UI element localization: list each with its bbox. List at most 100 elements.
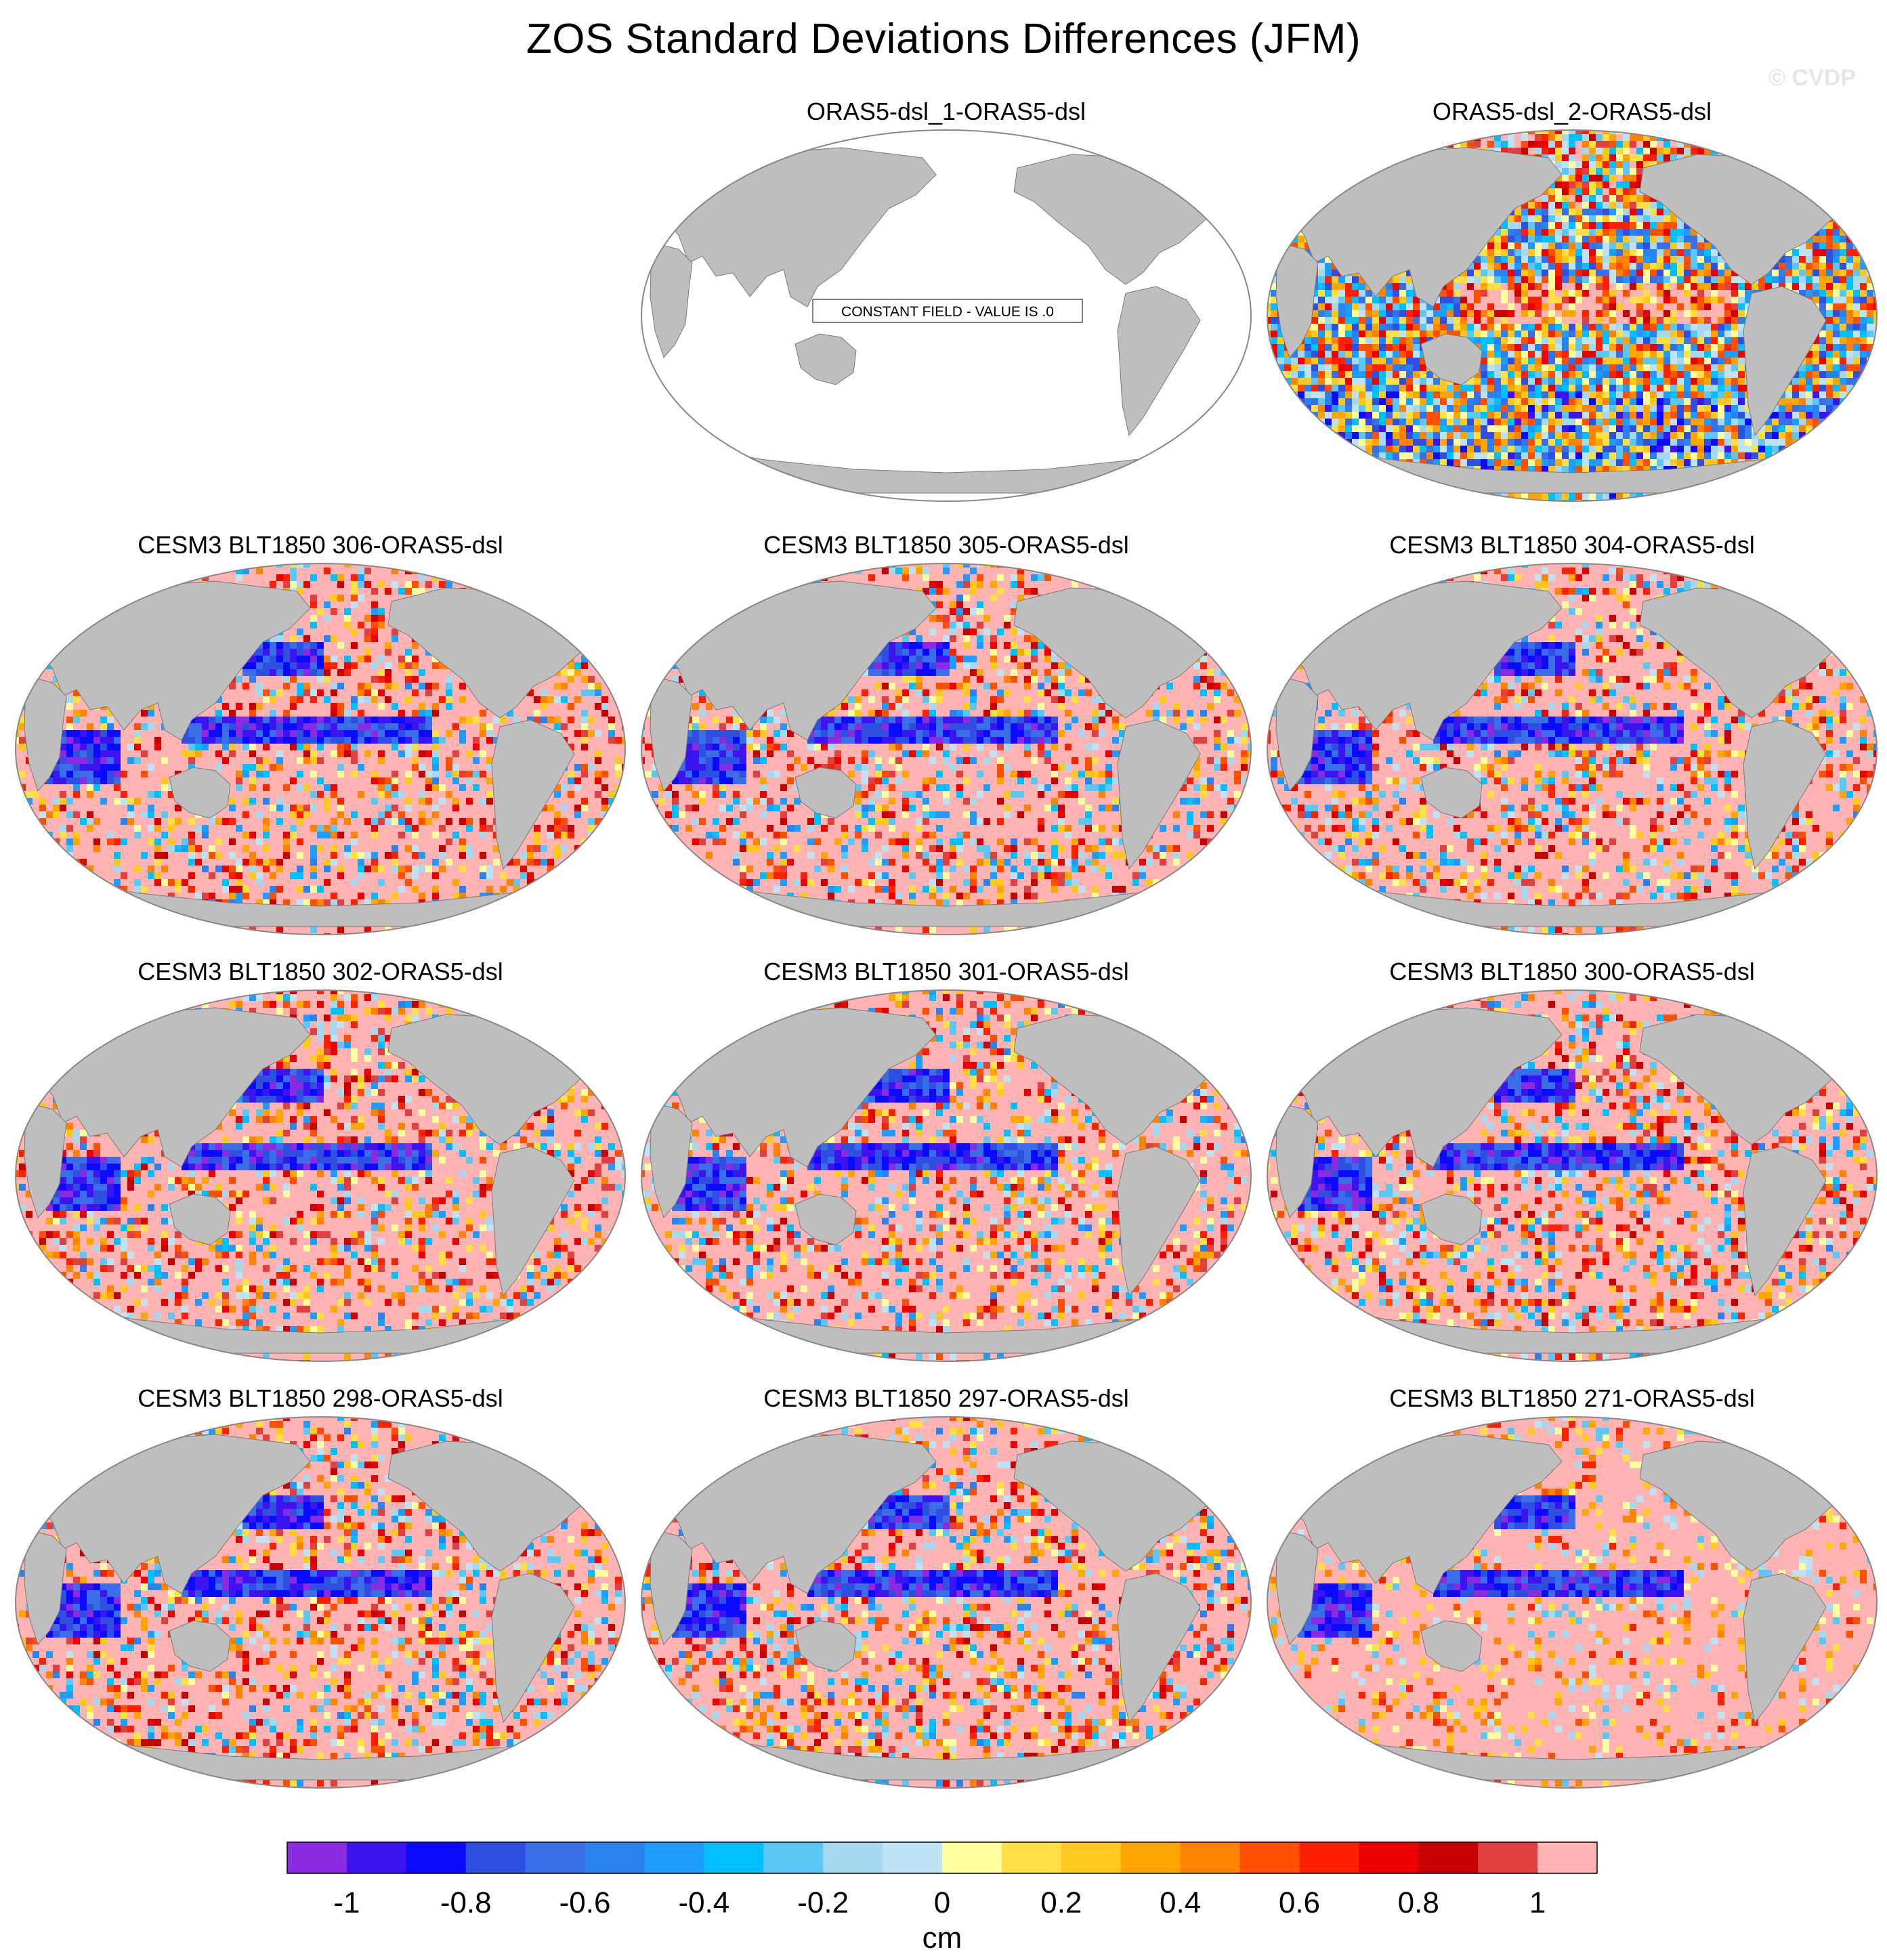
land-africa (24, 675, 67, 792)
land-australia (794, 767, 857, 819)
colorbar-swatch (1478, 1842, 1538, 1873)
colorbar-swatch (1299, 1842, 1359, 1873)
colorbar-swatch (406, 1842, 467, 1873)
panel-title: ORAS5-dsl_1-ORAS5-dsl (638, 98, 1254, 126)
map-outline (15, 563, 626, 935)
colorbar-swatch (644, 1842, 704, 1873)
land-africa (650, 242, 693, 359)
land-greenland (1832, 140, 1867, 182)
colorbar-tick-label: -0.6 (559, 1886, 611, 1919)
panel-title: CESM3 BLT1850 304-ORAS5-dsl (1264, 531, 1880, 559)
colorbar-tick-label: 0.8 (1398, 1886, 1439, 1919)
panel-title: ORAS5-dsl_2-ORAS5-dsl (1264, 98, 1880, 126)
land-samerica (1117, 719, 1201, 870)
land-asia (42, 1007, 311, 1168)
land-samerica (1743, 1573, 1827, 1724)
map-panel: CESM3 BLT1850 301-ORAS5-dsl (638, 958, 1254, 1364)
colorbar-swatch (346, 1842, 407, 1873)
world-map (1267, 989, 1878, 1362)
land-asia (668, 580, 937, 741)
map-panel: CESM3 BLT1850 304-ORAS5-dsl (1264, 531, 1880, 937)
land-samerica (1743, 719, 1827, 870)
map-panel: CESM3 BLT1850 297-ORAS5-dsl (638, 1384, 1254, 1791)
land-samerica (1743, 286, 1827, 437)
land-africa (1275, 242, 1319, 359)
map-panel: ORAS5-dsl_2-ORAS5-dsl (1264, 98, 1880, 504)
land-samerica (1117, 1573, 1201, 1724)
land-samerica (1743, 1146, 1827, 1297)
colorbar-swatch (1001, 1842, 1062, 1873)
colorbar-svg: -1 -0.8 -0.6 -0.4 -0.2 0 0.2 0.4 0.6 0.8 1 cm (287, 1841, 1598, 1955)
panel-title: CESM3 BLT1850 301-ORAS5-dsl (638, 958, 1254, 986)
land-greenland (1206, 1000, 1242, 1042)
land-australia (794, 1193, 857, 1245)
colorbar-swatch (704, 1842, 764, 1873)
world-map (1267, 129, 1878, 502)
land-samerica (1117, 286, 1201, 437)
land-greenland (580, 1000, 616, 1042)
panel-title: CESM3 BLT1850 306-ORAS5-dsl (12, 531, 629, 559)
panel-title: CESM3 BLT1850 305-ORAS5-dsl (638, 531, 1254, 559)
map-outline (15, 989, 626, 1362)
land-africa (1275, 675, 1319, 792)
panel-title: CESM3 BLT1850 271-ORAS5-dsl (1264, 1384, 1880, 1413)
colorbar-swatch (1239, 1842, 1300, 1873)
land-samerica (491, 1146, 575, 1297)
land-australia (169, 1620, 231, 1672)
map-panel: ORAS5-dsl_1-ORAS5-dsl CONSTANT FIELD - VA… (638, 98, 1254, 504)
colorbar-swatch (823, 1842, 883, 1873)
map-outline (15, 1416, 626, 1789)
colorbar-swatch (1120, 1842, 1181, 1873)
colorbar-swatch (1359, 1842, 1419, 1873)
land-samerica (1117, 1146, 1201, 1297)
land-greenland (1832, 1000, 1867, 1042)
land-australia (1420, 767, 1483, 819)
land-africa (650, 1529, 693, 1646)
land-africa (1275, 1102, 1319, 1219)
land-greenland (580, 574, 616, 616)
panel-title: CESM3 BLT1850 302-ORAS5-dsl (12, 958, 629, 986)
colorbar-tick-label: -0.8 (440, 1886, 492, 1919)
constant-field-box: CONSTANT FIELD - VALUE IS .0 (812, 299, 1083, 323)
land-asia (668, 1434, 937, 1594)
land-australia (794, 1620, 857, 1672)
map-area (1267, 1417, 1877, 1788)
colorbar-swatch (883, 1842, 943, 1873)
colorbar-tick-label: 0.2 (1040, 1886, 1082, 1919)
colorbar-swatch (1418, 1842, 1479, 1873)
map-area (1267, 563, 1877, 935)
world-map (1267, 1416, 1878, 1789)
map-outline (641, 1416, 1252, 1789)
land-greenland (580, 1427, 616, 1469)
colorbar-swatch (763, 1842, 824, 1873)
map-panel: CESM3 BLT1850 306-ORAS5-dsl (12, 531, 629, 937)
colorbar-swatch (287, 1842, 347, 1873)
land-africa (24, 1529, 67, 1646)
map-panel: CESM3 BLT1850 302-ORAS5-dsl (12, 958, 629, 1364)
colorbar-tick-label: 0.4 (1160, 1886, 1201, 1919)
colorbar-swatch (1180, 1842, 1241, 1873)
land-australia (1420, 1620, 1483, 1672)
map-outline (1267, 989, 1878, 1362)
map-panel: CESM3 BLT1850 271-ORAS5-dsl (1264, 1384, 1880, 1791)
land-africa (1275, 1529, 1319, 1646)
land-asia (668, 1007, 937, 1168)
land-asia (1294, 147, 1563, 307)
panel-title: CESM3 BLT1850 297-ORAS5-dsl (638, 1384, 1254, 1413)
land-samerica (491, 719, 575, 870)
map-outline (641, 129, 1252, 502)
land-asia (1294, 580, 1563, 741)
world-map (15, 989, 626, 1362)
panel-title: CESM3 BLT1850 300-ORAS5-dsl (1264, 958, 1880, 986)
colorbar-tick-label: -0.4 (678, 1886, 729, 1919)
land-australia (794, 333, 857, 385)
map-outline (1267, 563, 1878, 935)
world-map (15, 1416, 626, 1789)
map-outline (1267, 129, 1878, 502)
colorbar-unit: cm (923, 1921, 962, 1955)
land-australia (169, 767, 231, 819)
land-greenland (1206, 140, 1242, 182)
map-outline (641, 989, 1252, 1362)
map-outline (641, 563, 1252, 935)
colorbar-swatch (585, 1842, 645, 1873)
